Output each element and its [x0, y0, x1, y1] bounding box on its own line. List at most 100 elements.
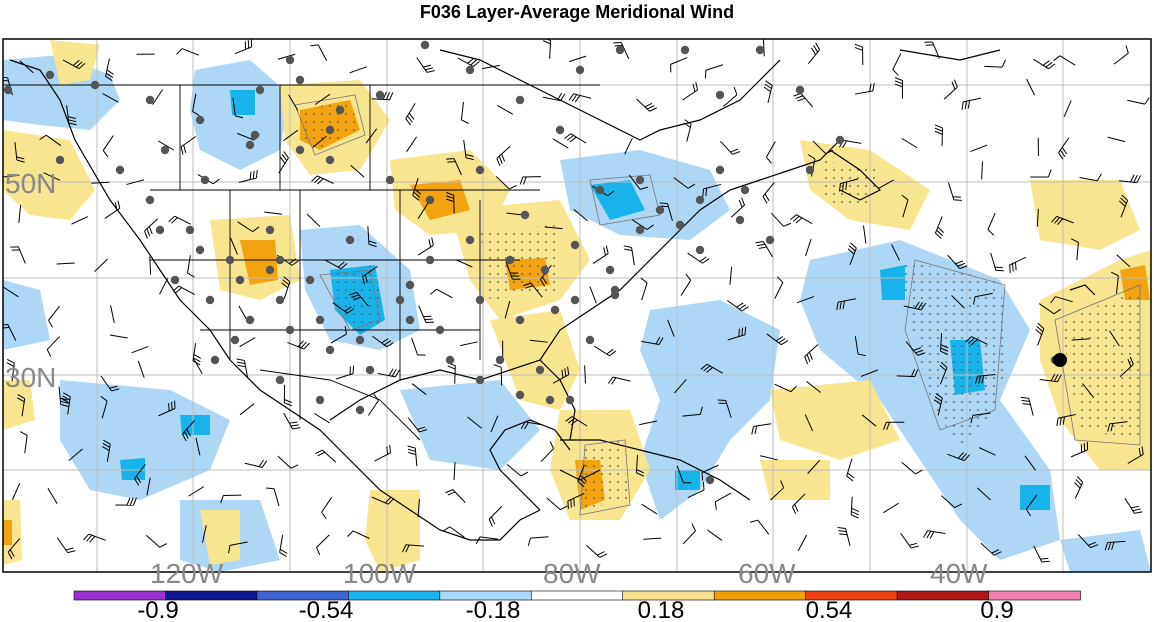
wind-barb — [1111, 271, 1119, 294]
neg-core-pacific — [120, 458, 145, 480]
map-frame — [2, 38, 1152, 573]
station-dots — [3, 40, 1060, 485]
colorbar-tick-label: 0.9 — [980, 597, 1013, 622]
wind-barb — [236, 358, 249, 379]
wind-barb — [39, 134, 62, 147]
station-dot — [570, 240, 580, 250]
wind-barb — [749, 519, 770, 535]
wind-barb — [546, 497, 568, 511]
station-dot — [655, 205, 665, 215]
wind-barb — [762, 39, 765, 57]
wind-barb — [567, 492, 585, 509]
wind-barb — [564, 133, 587, 144]
wind-barb — [505, 261, 521, 280]
wind-barb — [987, 212, 996, 236]
wind-barb — [924, 41, 940, 59]
wind-barb — [520, 421, 544, 430]
neg-region-se — [1060, 530, 1151, 572]
wind-barb — [102, 135, 114, 158]
wind-barb — [237, 221, 260, 233]
station-dot — [425, 255, 435, 265]
wind-barb — [495, 176, 517, 190]
wind-barb — [232, 97, 244, 119]
atlantic-coast — [539, 139, 841, 361]
station-dot — [385, 175, 395, 185]
wind-barb — [19, 60, 34, 74]
wind-barb — [592, 245, 609, 264]
wind-barb — [3, 286, 19, 298]
wind-barb — [1070, 238, 1079, 261]
wind-barb — [730, 197, 746, 218]
station-dot — [245, 140, 255, 150]
station-dot — [295, 145, 305, 155]
us-mexico-border — [259, 369, 421, 441]
wind-barb — [313, 412, 330, 424]
wind-barb — [417, 237, 434, 256]
wind-barb — [239, 403, 255, 416]
wind-barb — [1051, 215, 1074, 225]
wind-barb — [230, 237, 238, 255]
station-dot — [705, 475, 715, 485]
wind-barb — [1050, 296, 1073, 304]
colorbar-swatch — [713, 590, 807, 601]
station-dot — [425, 195, 435, 205]
wind-barb — [683, 119, 692, 142]
azores — [1069, 284, 1096, 296]
wind-barb — [104, 200, 121, 219]
lon-label-100w: 100W — [343, 558, 417, 589]
station-dot — [765, 235, 775, 245]
wind-barb — [457, 57, 480, 67]
wind-barb — [900, 533, 920, 549]
wind-barb — [854, 336, 866, 357]
station-dot — [355, 335, 365, 345]
station-dot — [515, 315, 525, 325]
station-dot — [145, 95, 155, 105]
wind-barb — [687, 481, 705, 499]
wind-barbs — [3, 39, 1150, 563]
station-dot — [230, 335, 240, 345]
cuba-outline — [559, 469, 601, 481]
wind-barb — [137, 360, 145, 378]
wind-barb — [882, 421, 905, 430]
station-dot — [585, 335, 595, 345]
wind-barb — [812, 140, 834, 155]
wind-barb — [1020, 396, 1034, 416]
wind-barb — [1071, 338, 1090, 341]
wind-barb — [836, 298, 856, 311]
wind-barb — [1056, 413, 1076, 427]
wind-barb — [14, 142, 25, 163]
station-dot — [805, 165, 815, 175]
wind-barb — [635, 454, 645, 477]
colorbar-swatch — [348, 590, 441, 601]
wind-barb — [7, 538, 21, 560]
wind-barb — [766, 333, 789, 346]
station-dot — [755, 45, 765, 55]
colorbar-tick-label: -0.9 — [137, 597, 178, 622]
station-dot — [145, 195, 155, 205]
wind-barb — [523, 282, 543, 298]
wind-barb — [727, 326, 747, 341]
wind-barb — [506, 464, 529, 477]
station-dot — [275, 375, 285, 385]
station-dot — [255, 85, 265, 95]
hudson-bay-coast — [439, 49, 781, 141]
station-dot — [285, 325, 295, 335]
station-dot — [570, 295, 580, 305]
wind-barb — [192, 93, 200, 117]
wind-barb — [312, 135, 327, 148]
wind-barb — [350, 165, 365, 178]
wind-barb — [804, 414, 814, 432]
wind-barb — [493, 364, 503, 386]
wind-barb — [1058, 137, 1070, 160]
station-dot — [735, 215, 745, 225]
station-dot — [195, 115, 205, 125]
wind-barb — [43, 172, 61, 181]
lat-label-50n: 50N — [5, 168, 56, 199]
wind-barb — [682, 523, 696, 545]
wind-barb — [1036, 208, 1039, 227]
wind-barb — [347, 530, 370, 539]
colorbar-tick-label: 0.18 — [638, 597, 685, 622]
wind-barb — [667, 319, 675, 337]
wind-barb — [195, 437, 201, 456]
wind-barb — [641, 503, 658, 515]
